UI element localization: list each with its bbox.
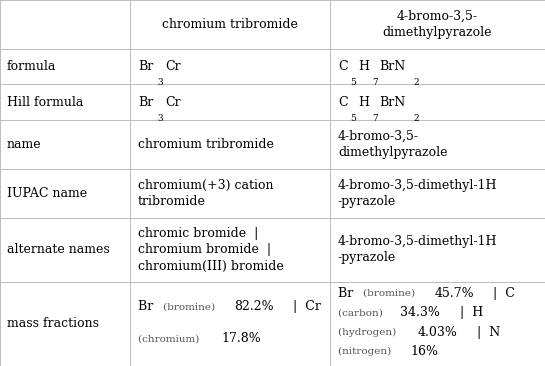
Text: H: H — [358, 96, 369, 109]
Text: chromium tribromide: chromium tribromide — [162, 18, 298, 31]
Text: formula: formula — [7, 60, 56, 73]
Text: 34.3%: 34.3% — [400, 306, 440, 319]
Text: 82.2%: 82.2% — [234, 300, 274, 313]
Text: 4-bromo-3,5-
dimethylpyrazole: 4-bromo-3,5- dimethylpyrazole — [383, 10, 492, 39]
Text: mass fractions: mass fractions — [7, 317, 99, 330]
Text: Hill formula: Hill formula — [7, 96, 83, 109]
Text: Br: Br — [338, 287, 358, 300]
Text: 4.03%: 4.03% — [417, 326, 457, 339]
Text: 7: 7 — [372, 78, 378, 87]
Text: |  N: | N — [469, 326, 500, 339]
Text: H: H — [358, 60, 369, 73]
Text: Br: Br — [138, 96, 153, 109]
Text: alternate names: alternate names — [7, 243, 110, 256]
Text: (carbon): (carbon) — [338, 308, 386, 317]
Text: BrN: BrN — [380, 96, 406, 109]
Text: 45.7%: 45.7% — [434, 287, 474, 300]
Text: (bromine): (bromine) — [363, 289, 418, 298]
Text: name: name — [7, 138, 41, 151]
Text: Cr: Cr — [165, 96, 180, 109]
Text: 4-bromo-3,5-
dimethylpyrazole: 4-bromo-3,5- dimethylpyrazole — [338, 130, 447, 159]
Text: 3: 3 — [158, 114, 164, 123]
Text: 2: 2 — [414, 114, 419, 123]
Text: Cr: Cr — [165, 60, 180, 73]
Text: 4-bromo-3,5-dimethyl-1H
-pyrazole: 4-bromo-3,5-dimethyl-1H -pyrazole — [338, 235, 498, 264]
Text: (bromine): (bromine) — [163, 302, 218, 311]
Text: 5: 5 — [350, 78, 356, 87]
Text: 17.8%: 17.8% — [221, 332, 261, 346]
Text: Br: Br — [138, 60, 153, 73]
Text: (hydrogen): (hydrogen) — [338, 328, 399, 337]
Text: IUPAC name: IUPAC name — [7, 187, 87, 200]
Text: 3: 3 — [158, 78, 164, 87]
Text: chromium tribromide: chromium tribromide — [138, 138, 274, 151]
Text: 16%: 16% — [411, 345, 439, 358]
Text: C: C — [338, 96, 348, 109]
Text: BrN: BrN — [380, 60, 406, 73]
Text: 5: 5 — [350, 114, 356, 123]
Text: 4-bromo-3,5-dimethyl-1H
-pyrazole: 4-bromo-3,5-dimethyl-1H -pyrazole — [338, 179, 498, 208]
Text: (chromium): (chromium) — [138, 335, 203, 343]
Text: 2: 2 — [414, 78, 419, 87]
Text: |  H: | H — [452, 306, 483, 319]
Text: (nitrogen): (nitrogen) — [338, 347, 395, 356]
Text: |  C: | C — [486, 287, 515, 300]
Text: Br: Br — [138, 300, 158, 313]
Text: chromium(+3) cation
tribromide: chromium(+3) cation tribromide — [138, 179, 274, 208]
Text: C: C — [338, 60, 348, 73]
Text: |  Cr: | Cr — [286, 300, 322, 313]
Text: 7: 7 — [372, 114, 378, 123]
Text: chromic bromide  |
chromium bromide  |
chromium(III) bromide: chromic bromide | chromium bromide | chr… — [138, 227, 284, 273]
